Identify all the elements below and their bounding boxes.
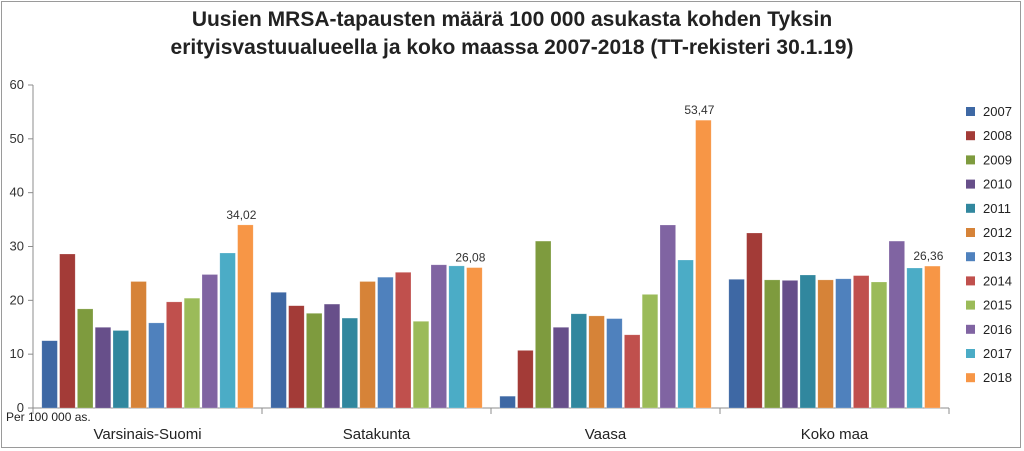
bar-2015-varsinais-suomi	[183, 297, 201, 409]
bar-2017-varsinais-suomi	[219, 252, 236, 409]
legend-label: 2007	[983, 104, 1012, 119]
bar-2012-satakunta	[359, 281, 376, 409]
bar-2012-koko-maa	[817, 279, 834, 409]
bar-2010-vaasa	[552, 326, 570, 409]
bar-2014-vaasa	[624, 334, 641, 409]
y-tick-label: 40	[10, 185, 24, 200]
bar-2018-vaasa	[695, 119, 712, 409]
legend-swatch	[966, 179, 975, 189]
data-label: 26,08	[455, 251, 485, 265]
bar-2013-varsinais-suomi	[148, 322, 165, 409]
bar-2008-vaasa	[517, 350, 534, 409]
x-category-label: Vaasa	[585, 426, 627, 443]
chart-title-line-1: Uusien MRSA-tapausten määrä 100 000 asuk…	[191, 8, 833, 31]
bar-2007-koko-maa	[728, 278, 745, 409]
bar-2007-vaasa	[499, 395, 516, 409]
bar-2011-vaasa	[570, 313, 587, 409]
legend-label: 2014	[983, 273, 1012, 288]
bar-2009-varsinais-suomi	[77, 308, 94, 409]
bar-2011-satakunta	[341, 317, 358, 409]
bar-2015-vaasa	[641, 294, 659, 409]
legend-label: 2012	[983, 225, 1012, 240]
x-category-label: Satakunta	[343, 426, 411, 443]
y-tick-label: 50	[10, 131, 24, 146]
bar-2018-koko-maa	[924, 265, 941, 409]
bar-2009-koko-maa	[764, 279, 781, 409]
y-tick-label: 30	[10, 239, 24, 254]
legend-swatch	[966, 324, 975, 334]
bar-2011-varsinais-suomi	[112, 330, 129, 409]
bar-2008-satakunta	[288, 305, 305, 409]
x-category-label: Koko maa	[801, 426, 869, 443]
y-tick-label: 0	[17, 400, 24, 415]
data-label: 26,36	[913, 249, 943, 263]
legend-swatch	[966, 373, 975, 383]
chart-title: Uusien MRSA-tapausten määrä 100 000 asuk…	[0, 6, 1024, 62]
bar-2009-satakunta	[306, 312, 323, 409]
legend-swatch	[966, 252, 975, 262]
legend-swatch	[966, 107, 975, 116]
bar-2008-koko-maa	[746, 232, 763, 409]
bar-2018-varsinais-suomi	[237, 224, 254, 409]
bar-2007-satakunta	[270, 291, 287, 409]
legend-label: 2015	[983, 298, 1012, 313]
x-category-label: Varsinais-Suomi	[93, 426, 201, 443]
bar-2016-satakunta	[430, 264, 447, 409]
bar-2018-satakunta	[466, 267, 483, 409]
bar-2008-varsinais-suomi	[59, 253, 76, 409]
bar-2010-varsinais-suomi	[94, 326, 112, 409]
bar-2016-vaasa	[659, 224, 676, 409]
legend-label: 2011	[983, 201, 1011, 216]
legend-swatch	[966, 300, 975, 310]
bar-2009-vaasa	[535, 240, 552, 409]
bar-2017-vaasa	[677, 259, 694, 409]
legend-label: 2017	[983, 346, 1012, 361]
bar-2014-koko-maa	[853, 275, 870, 409]
y-tick-label: 20	[10, 292, 24, 307]
bar-2015-satakunta	[412, 320, 430, 409]
bar-2013-vaasa	[606, 318, 623, 409]
bar-2016-varsinais-suomi	[201, 274, 218, 409]
y-unit-note: Per 100 000 as.	[6, 410, 91, 424]
data-label: 53,47	[684, 103, 714, 117]
bar-2010-satakunta	[323, 303, 341, 409]
legend-swatch	[966, 276, 975, 286]
y-tick-label: 60	[10, 77, 24, 92]
legend-label: 2010	[983, 177, 1012, 192]
legend-swatch	[966, 155, 975, 165]
bar-2015-koko-maa	[870, 281, 888, 409]
chart-title-line-2: erityisvastuualueella ja koko maassa 200…	[170, 36, 854, 59]
legend-label: 2013	[983, 249, 1012, 264]
bar-2013-satakunta	[377, 276, 394, 409]
legend-swatch	[966, 228, 975, 237]
bar-2011-koko-maa	[799, 274, 816, 409]
bar-2013-koko-maa	[835, 278, 852, 409]
y-tick-label: 10	[10, 346, 24, 361]
legend-label: 2009	[983, 152, 1012, 167]
bar-2016-koko-maa	[888, 240, 905, 409]
bar-2014-satakunta	[395, 271, 412, 409]
legend-label: 2016	[983, 322, 1012, 337]
legend-label: 2018	[983, 370, 1012, 385]
bar-2017-satakunta	[448, 265, 465, 409]
bar-2010-koko-maa	[781, 280, 799, 409]
bar-2012-varsinais-suomi	[130, 281, 147, 409]
legend-swatch	[966, 349, 975, 358]
bar-2007-varsinais-suomi	[41, 340, 58, 409]
data-label: 34,02	[226, 208, 256, 222]
bar-2012-vaasa	[588, 315, 605, 409]
legend-swatch	[966, 131, 975, 141]
legend-label: 2008	[983, 128, 1012, 143]
legend-swatch	[966, 203, 975, 213]
bar-2017-koko-maa	[906, 267, 923, 409]
bar-2014-varsinais-suomi	[166, 301, 183, 409]
